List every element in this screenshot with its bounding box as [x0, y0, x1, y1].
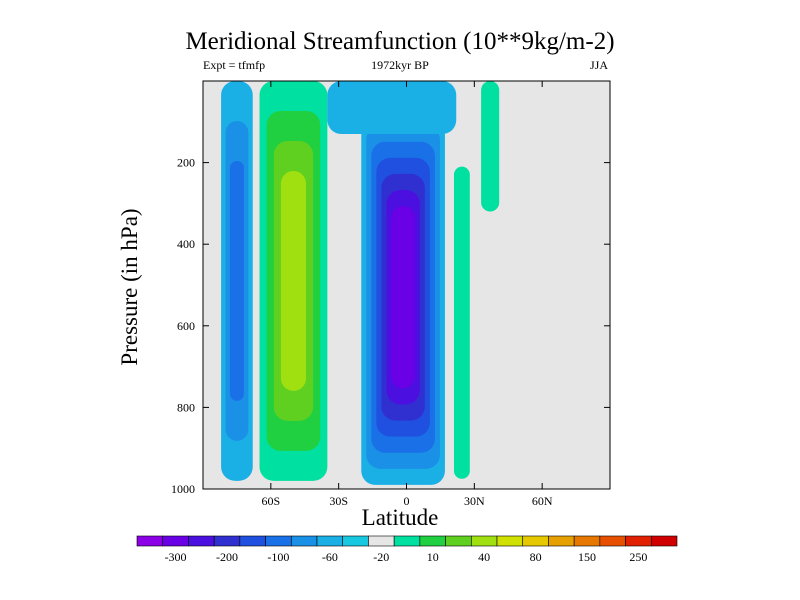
x-tick-label: 0 — [404, 494, 410, 508]
colorbar-swatch — [342, 535, 369, 547]
y-tick-label: 400 — [177, 237, 195, 251]
stratospheric-negative-band-level-0 — [327, 81, 457, 135]
colorbar-label: 150 — [578, 550, 596, 564]
colorbar-swatch — [573, 535, 601, 547]
colorbar: -300 -200 -100 -60 -20 10 40 80 150 250 — [136, 535, 678, 564]
colorbar-swatch — [368, 535, 395, 547]
colorbar-swatch — [650, 535, 678, 547]
colorbar-swatch — [496, 535, 524, 547]
colorbar-swatch — [445, 535, 472, 547]
colorbar-label: -60 — [322, 550, 338, 564]
colorbar-label: 250 — [629, 550, 647, 564]
southern-polar-cell-level-2 — [229, 160, 244, 401]
northern-positive-band-level-0 — [453, 166, 470, 479]
x-tick-label: 30N — [464, 494, 485, 508]
colorbar-label: 80 — [530, 550, 542, 564]
colorbar-label: -100 — [267, 550, 289, 564]
colorbar-label: 40 — [478, 550, 490, 564]
colorbar-swatch — [625, 535, 652, 547]
season-label: JJA — [589, 58, 608, 72]
colorbar-label: -200 — [216, 550, 238, 564]
colorbar-swatch — [522, 535, 549, 547]
colorbar-swatch — [393, 535, 421, 547]
x-axis-label: Latitude — [361, 505, 439, 530]
x-axis: 60S 30S 0 30N 60N — [261, 81, 553, 508]
colorbar-label: -300 — [165, 550, 187, 564]
period-label: 1972kyr BP — [371, 58, 429, 72]
colorbar-swatch — [265, 535, 292, 547]
x-tick-label: 30S — [329, 494, 348, 508]
y-axis: 200 400 600 800 1000 — [171, 156, 610, 496]
y-tick-label: 800 — [177, 400, 195, 414]
y-tick-label: 1000 — [171, 482, 195, 496]
experiment-label: Expt = tfmfp — [203, 58, 266, 72]
colorbar-swatch — [548, 535, 575, 547]
hadley-cell-level-6 — [391, 206, 415, 389]
colorbar-label: -20 — [373, 550, 389, 564]
southern-ferrel-cell-level-3 — [280, 170, 306, 391]
colorbar-swatch — [188, 535, 215, 547]
x-tick-label: 60N — [532, 494, 553, 508]
colorbar-swatch — [419, 535, 446, 547]
colorbar-swatch — [136, 535, 164, 547]
x-tick-label: 60S — [261, 494, 280, 508]
colorbar-swatch — [213, 535, 241, 547]
chart-title: Meridional Streamfunction (10**9kg/m-2) — [185, 28, 615, 55]
colorbar-label: 10 — [427, 550, 439, 564]
colorbar-swatch — [239, 535, 266, 547]
upper-narrow-bands-level-0 — [481, 81, 500, 212]
y-tick-label: 600 — [177, 319, 195, 333]
colorbar-swatch — [599, 535, 626, 547]
colorbar-swatch — [316, 535, 344, 547]
contour-fills — [221, 81, 500, 485]
colorbar-swatch — [470, 535, 498, 547]
y-tick-label: 200 — [177, 156, 195, 170]
colorbar-swatch — [162, 535, 189, 547]
colorbar-swatch — [290, 535, 318, 547]
